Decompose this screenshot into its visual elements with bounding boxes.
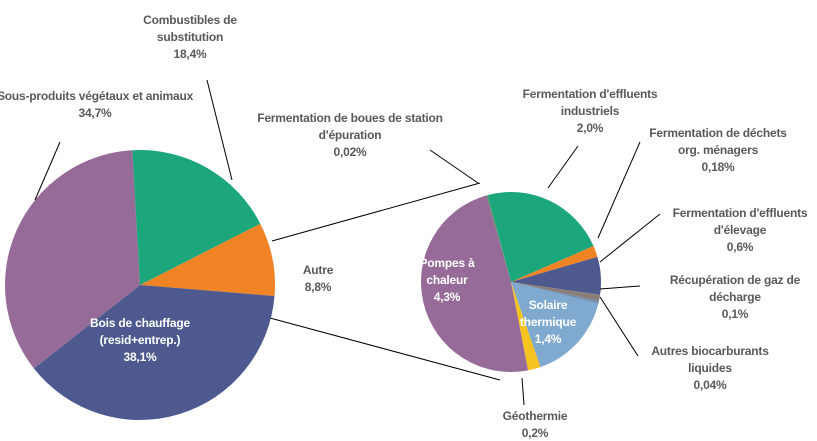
value-label: 0,18%	[701, 160, 735, 174]
leader-line	[429, 149, 479, 184]
value-label: 1,4%	[534, 332, 562, 346]
category-label: Fermentation d'effluents industriels	[522, 87, 658, 118]
connector-line	[271, 182, 481, 242]
category-label: Autre	[302, 263, 334, 277]
leader-line	[521, 377, 525, 406]
leader-line	[206, 79, 233, 181]
value-label: 2,0%	[576, 121, 604, 135]
connector-line	[269, 317, 501, 381]
slice-label: Fermentation de boues de station d'épura…	[250, 110, 450, 161]
value-label: 0,1%	[721, 307, 749, 321]
value-label: 38,1%	[123, 350, 157, 364]
pie-slice	[511, 256, 602, 295]
value-label: 18,4%	[173, 47, 207, 61]
category-label: Autres biocarburants liquides	[651, 344, 769, 375]
pie-slice	[511, 282, 601, 302]
category-label: Combustibles de substitution	[143, 13, 237, 44]
pie-slice	[132, 150, 261, 285]
value-label: 4,3%	[433, 290, 461, 304]
leader-line	[547, 145, 579, 189]
pie-slice	[511, 282, 541, 371]
leader-line	[599, 213, 661, 263]
pie-slice	[511, 246, 598, 282]
pie-slice	[487, 192, 594, 282]
pie-slice	[486, 195, 511, 282]
leader-line	[599, 285, 641, 290]
slice-label: Bois de chauffage (resid+entrep.) 38,1%	[60, 315, 220, 366]
slice-label: Récupération de gaz de décharge 0,1%	[650, 272, 817, 323]
category-label: Solaire thermique	[519, 298, 577, 329]
value-label: 0,6%	[726, 240, 754, 254]
value-label: 0,2%	[521, 426, 549, 440]
slice-label: Fermentation d'effluents d'élevage 0,6%	[655, 205, 817, 256]
pie-slice	[140, 223, 275, 297]
category-label: Pompes à chaleur	[419, 256, 475, 287]
value-label: 8,8%	[304, 280, 332, 294]
slice-label: Solaire thermique 1,4%	[508, 297, 588, 348]
value-label: 34,7%	[78, 106, 112, 120]
pie-slice	[5, 150, 141, 369]
category-label: Fermentation de déchets org. ménagers	[649, 126, 787, 157]
slice-label: Fermentation de déchets org. ménagers 0,1…	[638, 125, 798, 176]
pie-slice	[511, 282, 599, 368]
leader-line	[599, 296, 639, 357]
slice-label: Autres biocarburants liquides 0,04%	[635, 343, 785, 394]
slice-label: Fermentation d'effluents industriels 2,0%	[505, 86, 675, 137]
category-label: Bois de chauffage (resid+entrep.)	[90, 316, 190, 347]
pie-slice	[33, 285, 275, 420]
leader-line	[34, 141, 61, 201]
slice-label: Sous-produits végétaux et animaux 34,7%	[0, 88, 195, 122]
slice-label: Autre 8,8%	[278, 262, 358, 296]
pie-slice	[511, 282, 599, 304]
category-label: Fermentation de boues de station d'épura…	[257, 111, 443, 142]
slice-label: Géothermie 0,2%	[490, 408, 580, 441]
leader-line	[597, 141, 641, 239]
category-label: Sous-produits végétaux et animaux	[0, 89, 194, 103]
category-label: Fermentation d'effluents d'élevage	[672, 206, 808, 237]
value-label: 0,02%	[333, 145, 367, 159]
category-label: Géothermie	[502, 409, 568, 423]
value-label: 0,04%	[693, 378, 727, 392]
slice-label: Combustibles de substitution 18,4%	[110, 12, 270, 63]
category-label: Récupération de gaz de décharge	[669, 273, 801, 304]
pie-slice	[420, 195, 529, 373]
slice-label: Pompes à chaleur 4,3%	[407, 255, 487, 306]
